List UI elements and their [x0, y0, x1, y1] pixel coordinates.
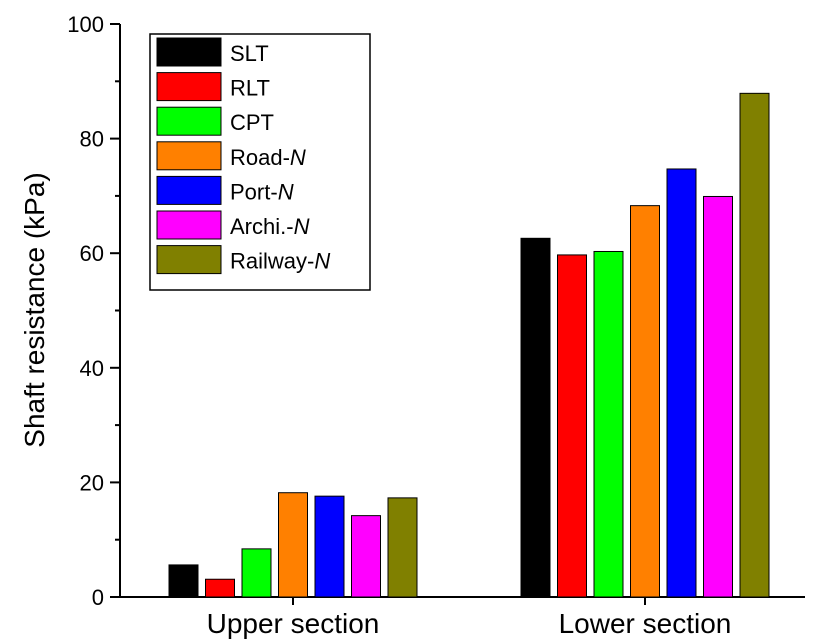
legend-swatch	[156, 141, 222, 171]
bar	[205, 578, 235, 598]
bar	[666, 168, 697, 598]
legend-label: Archi.-N	[230, 214, 310, 239]
legend-swatch	[156, 210, 222, 240]
bars	[168, 92, 770, 598]
bar	[241, 548, 272, 598]
x-tick-label: Lower section	[559, 608, 732, 639]
bar	[739, 92, 770, 598]
y-tick-label: 60	[80, 241, 104, 266]
y-tick-label: 0	[92, 585, 104, 610]
y-tick-label: 20	[80, 470, 104, 495]
bar	[703, 195, 733, 598]
bar	[314, 495, 345, 598]
legend-label: RLT	[230, 76, 270, 101]
bar	[593, 250, 624, 598]
legend-label: CPT	[230, 110, 274, 135]
bar	[557, 254, 587, 598]
legend-swatch	[156, 37, 222, 67]
legend-swatch	[156, 106, 222, 136]
y-tick-label: 40	[80, 356, 104, 381]
bar	[278, 492, 308, 598]
y-axis-title: Shaft resistance (kPa)	[19, 172, 50, 447]
legend-swatch	[156, 72, 222, 102]
bar	[168, 564, 199, 598]
legend-label: SLT	[230, 41, 269, 66]
x-axis-labels: Upper section Lower section	[207, 597, 732, 639]
legend: SLT RLT CPT Road-N Port-N Archi.-N Railway-N	[149, 33, 371, 291]
legend-swatch	[156, 175, 222, 205]
bar	[520, 237, 551, 598]
legend-label: Road-N	[230, 145, 306, 170]
legend-swatch	[156, 245, 222, 275]
legend-label: Port-N	[230, 179, 294, 204]
bar	[387, 497, 418, 598]
x-tick-label: Upper section	[207, 608, 380, 639]
legend-label: Railway-N	[230, 249, 330, 274]
bar	[630, 205, 660, 598]
bar	[351, 515, 381, 598]
y-tick-label: 80	[80, 127, 104, 152]
y-tick-label: 100	[67, 12, 104, 37]
